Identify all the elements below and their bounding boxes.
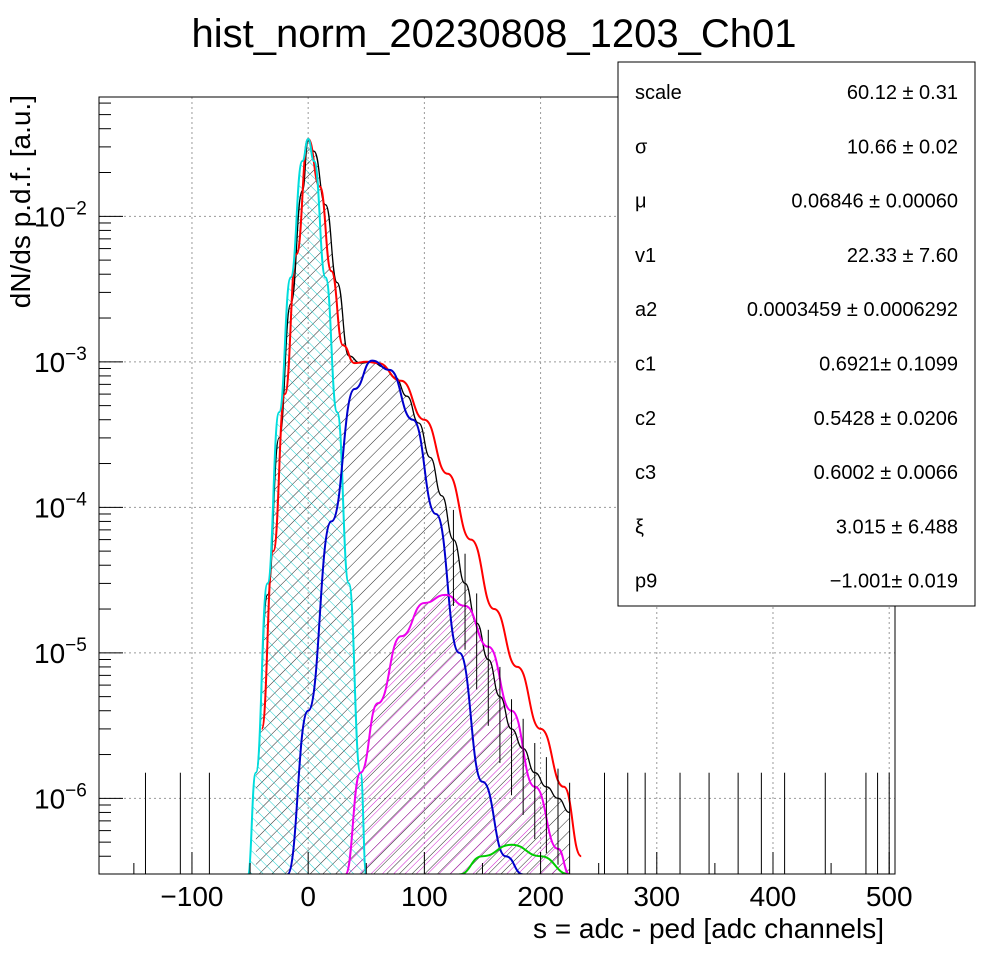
stats-param-name: p9 [635,571,657,593]
chart-title: hist_norm_20230808_1203_Ch01 [192,12,797,56]
fit-stats-box: scale 60.12 ± 0.31 σ 10.66 ± 0.02 μ 0.06846 ±… [617,61,976,607]
stats-param-value: 60.12 ± 0.31 [847,82,958,104]
x-tick-label: 500 [866,881,913,912]
histogram-spikes [144,509,890,874]
series-line-2-p-e- [344,593,571,874]
stats-param-value: −1.001± 0.019 [830,571,958,593]
component-fills [247,139,570,874]
stats-param-name: c1 [635,354,656,376]
stats-param-name: c3 [635,462,656,484]
stats-param-value: 0.6002 ± 0.0066 [814,462,958,484]
stats-param-name: ξ [635,516,644,538]
y-tick-label: 10−2 [34,198,87,232]
x-tick-label: 300 [633,881,680,912]
x-tick-label: 400 [750,881,797,912]
stats-param-name: a2 [635,299,657,321]
stats-param-value: 0.06846 ± 0.00060 [791,191,958,213]
series-line-3-p-e- [459,843,570,874]
y-tick-label: 10−3 [34,344,87,378]
stats-param-name: v1 [635,245,656,267]
stats-param-name: μ [635,191,647,213]
y-tick-label: 10−5 [34,635,87,669]
y-tick-label: 10−6 [34,780,87,814]
stats-param-value: 3.015 ± 6.488 [836,516,958,538]
y-tick-label: 10−4 [34,489,87,523]
series-line-1-p-e- [286,359,524,874]
stats-param-value: 22.33 ± 7.60 [847,245,958,267]
stats-param-value: 0.6921± 0.1099 [819,354,958,376]
stats-param-value: 0.5428 ± 0.0206 [814,408,958,430]
series-line-total-fit [260,137,583,858]
series-line-0-p-e-gaussian [246,137,368,874]
stats-rows: scale 60.12 ± 0.31 σ 10.66 ± 0.02 μ 0.06846 ±… [635,82,958,593]
y-axis: 10−2 10−3 10−4 10−5 10−6 [34,102,123,857]
stats-box-frame [617,61,976,607]
stats-param-name: scale [635,82,682,104]
fill-0-p-e-gaussian [247,139,367,874]
x-tick-label: 200 [517,881,564,912]
x-axis-label: s = adc - ped [adc channels] [533,913,884,944]
y-axis-label: dN/ds p.d.f. [a.u.] [5,95,36,308]
stats-param-value: 10.66 ± 0.02 [847,136,958,158]
x-tick-label: 0 [300,881,316,912]
x-axis: −100 0 100 200 300 400 500 [133,852,913,912]
x-tick-label: 100 [401,881,448,912]
stats-param-name: σ [635,136,648,158]
fill-2-p-e- [345,594,569,874]
stats-param-value: 0.0003459 ± 0.0006292 [747,299,958,321]
x-tick-label: −100 [160,881,223,912]
stats-param-name: c2 [635,408,656,430]
